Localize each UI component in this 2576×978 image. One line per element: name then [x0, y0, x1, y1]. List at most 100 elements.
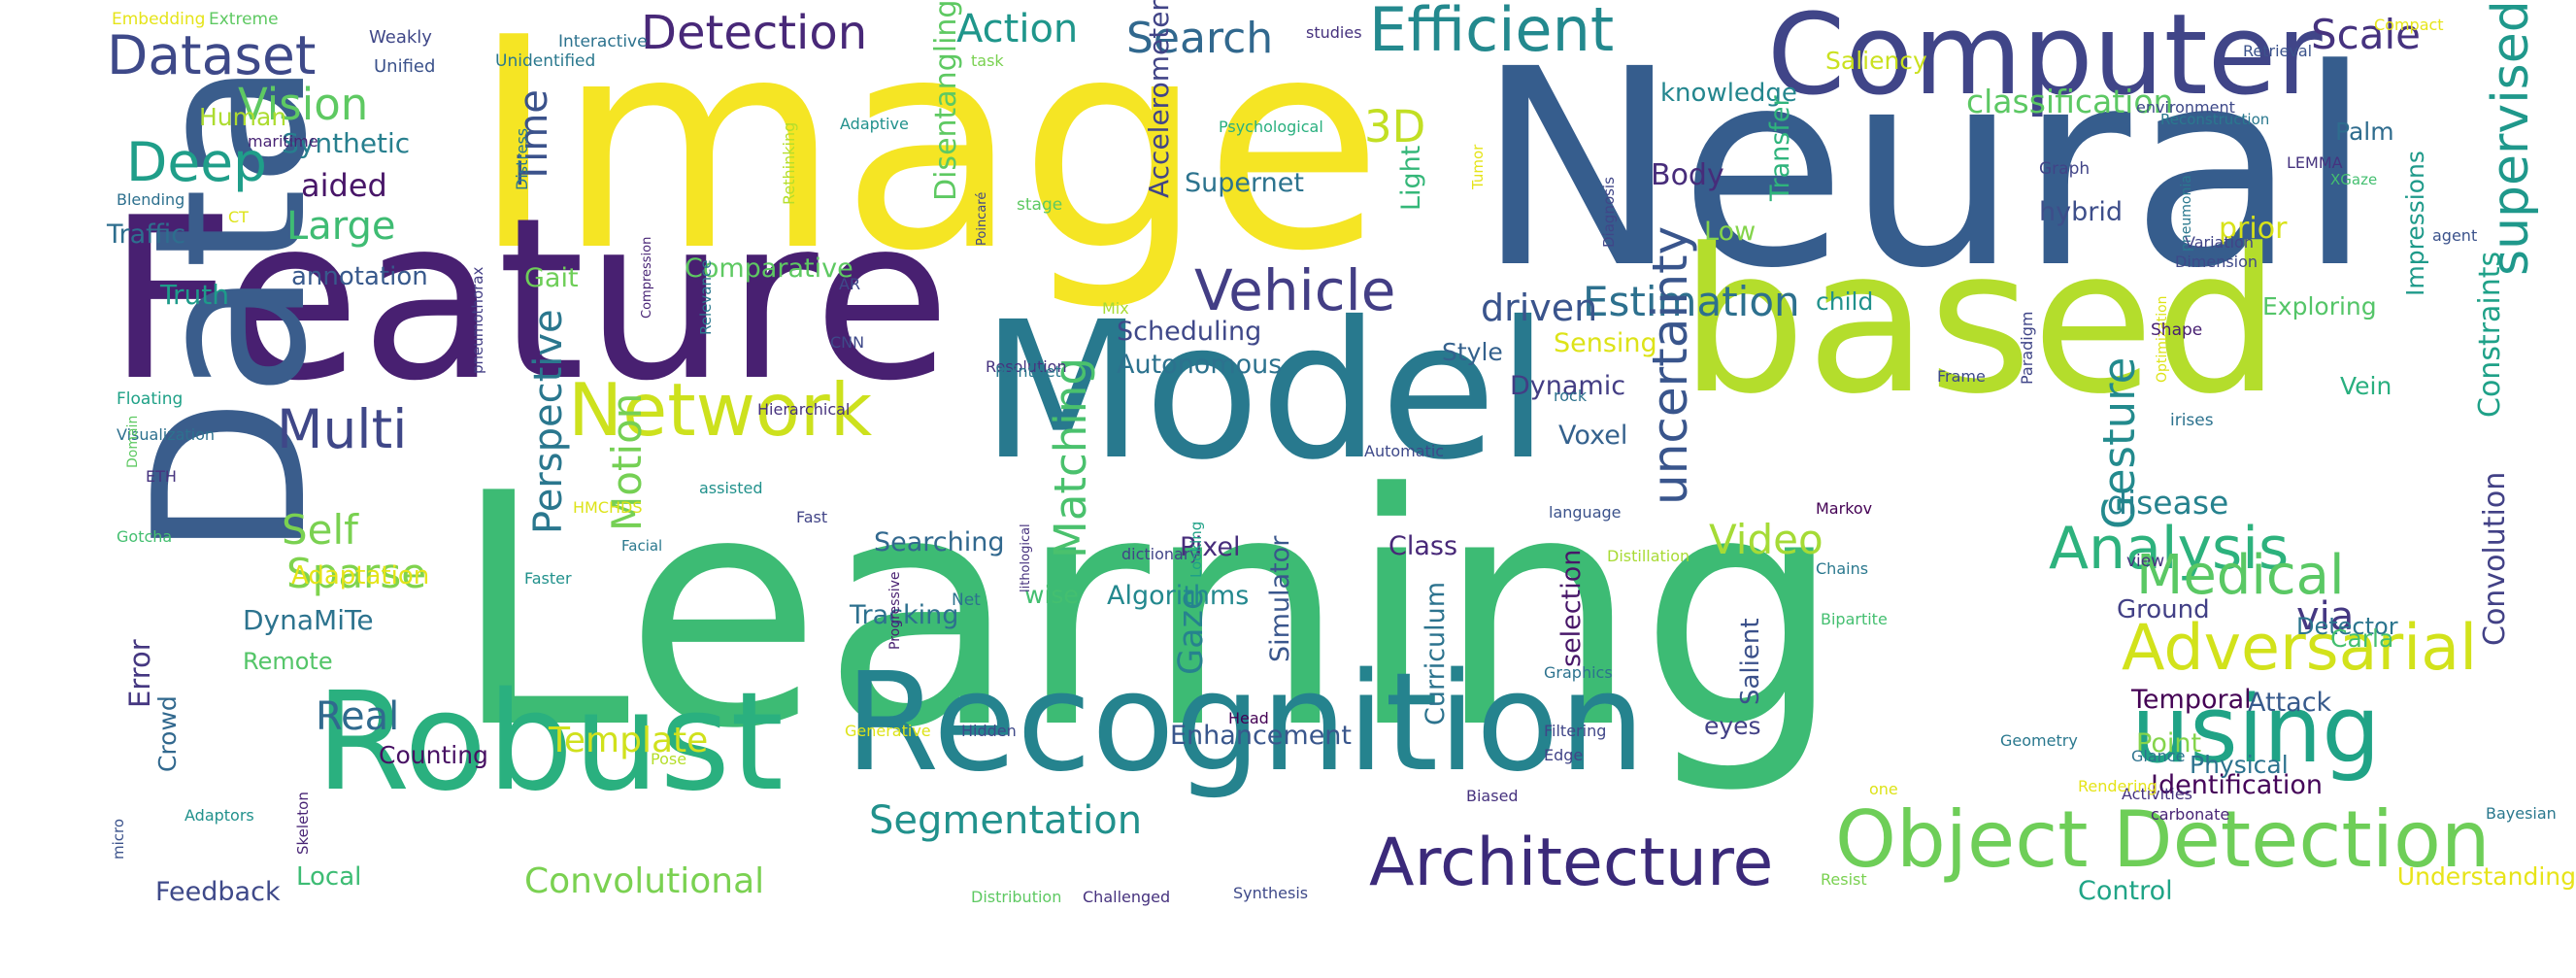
word-poincare: Poincaré: [975, 191, 989, 246]
word-paradigm: Paradigm: [2018, 311, 2036, 385]
word-image: Image: [471, 0, 1384, 315]
word-biased: Biased: [1466, 787, 1519, 805]
word-human: Human: [199, 103, 287, 131]
word-convolution: Convolution: [2478, 471, 2512, 646]
word-eyes: eyes: [1704, 712, 1761, 740]
word-activities: Activities: [2122, 785, 2192, 803]
word-wise: wise: [1024, 581, 1079, 609]
word-variation: Variation: [2185, 233, 2254, 252]
word-reconstruction: Reconstruction: [2160, 111, 2270, 128]
word-architecture: Architecture: [1369, 825, 1774, 901]
word-annotation: annotation: [291, 262, 428, 291]
word-unified: Unified: [374, 56, 436, 77]
word-algorithms: Algorithms: [1107, 581, 1250, 611]
word-sparse: Sparse: [286, 550, 427, 597]
word-rendering: Rendering: [2078, 777, 2158, 795]
word-graph: Graph: [2039, 159, 2091, 179]
word-curriculum: Curriculum: [1421, 581, 1451, 725]
word-constraints: Constraints: [2473, 251, 2507, 418]
word-feature: Feature: [107, 171, 952, 430]
word-tracking: Tracking: [850, 600, 959, 630]
word-resolution: Resolution: [986, 357, 1067, 376]
word-psychological: Psychological: [1219, 118, 1323, 136]
word-compact: Compact: [2374, 16, 2444, 34]
word-supervised: supervised: [2482, 0, 2540, 276]
word-embedding: Embedding: [112, 10, 206, 29]
word-language: language: [1549, 503, 1622, 522]
word-transfer: Transfer: [1765, 95, 1795, 201]
word-vision: Vision: [238, 79, 369, 130]
word-ground: Ground: [2117, 595, 2210, 624]
word-visualization: Visualization: [117, 425, 216, 444]
word-point: Point: [2136, 728, 2202, 759]
word-remote: Remote: [243, 648, 333, 675]
word-gotcha: Gotcha: [117, 527, 173, 546]
word-knowledge: knowledge: [1660, 79, 1797, 108]
word-retrieval: Retrieval: [2243, 42, 2313, 60]
word-interactive: Interactive: [558, 32, 648, 51]
word-supernet: Supernet: [1185, 168, 1304, 198]
word-low: Low: [1704, 217, 1756, 247]
word-facial: Facial: [621, 537, 663, 555]
word-floating: Floating: [117, 389, 184, 409]
word-synthesis: Synthesis: [1233, 884, 1309, 902]
word-generative: Generative: [845, 722, 931, 740]
word-error: Error: [123, 639, 156, 708]
word-mix: Mix: [1102, 299, 1129, 318]
word-fast: Fast: [796, 508, 828, 526]
word-light: Light: [1396, 145, 1426, 211]
word-xgaze: XGaze: [2330, 171, 2378, 188]
word-distribution: Distribution: [971, 888, 1062, 906]
word-medical: Medical: [2136, 544, 2345, 607]
word-saliency: Saliency: [1825, 47, 1927, 75]
word-lithological: lithological: [1019, 523, 1033, 592]
word-markov: Markov: [1816, 499, 1873, 518]
word-compression: Compression: [640, 236, 654, 319]
word-traffic: Traffic: [107, 219, 186, 250]
word-search: Search: [1126, 14, 1274, 63]
word-pose: Pose: [651, 750, 687, 768]
word-prior: prior: [2219, 212, 2288, 246]
word-dimension: Dimension: [2175, 253, 2258, 271]
word-adaptive: Adaptive: [840, 115, 909, 133]
word-unidentified: Unidentified: [495, 51, 596, 71]
word-crowd: Crowd: [153, 695, 182, 772]
word-diagnosis: Diagnosis: [1600, 177, 1618, 248]
word-driven: driven: [1481, 287, 1598, 329]
word-task: task: [971, 51, 1004, 70]
word-comparative: Comparative: [685, 253, 853, 284]
word-synthetic: Synthetic: [282, 127, 411, 159]
word-gait: Gait: [524, 263, 579, 293]
word-dynamic: Dynamic: [1510, 371, 1626, 401]
word-template: Template: [549, 721, 709, 760]
word-deep: Deep: [126, 131, 267, 193]
word-via: via: [2296, 594, 2355, 639]
word-eth: ETH: [146, 467, 177, 486]
word-edge: Edge: [1544, 746, 1584, 764]
word-assisted: assisted: [699, 479, 763, 497]
word-carla: Carla: [2330, 624, 2394, 653]
word-filtering: Filtering: [1544, 722, 1607, 740]
word-looking: Looking: [1188, 521, 1205, 578]
word-maritime: maritime: [248, 132, 318, 151]
word-domain: Domain: [125, 415, 141, 468]
word-automatic: Automatic: [1364, 442, 1445, 460]
word-3d: 3D: [1364, 101, 1426, 152]
word-faster: Faster: [524, 569, 572, 588]
word-frame: Frame: [1937, 367, 1986, 386]
word-large: Large: [286, 204, 396, 249]
word-based: based: [1680, 207, 2281, 438]
word-enhancement: Enhancement: [1170, 721, 1353, 751]
word-palm: Palm: [2335, 118, 2394, 146]
word-child: child: [1816, 287, 1874, 316]
word-counting: Counting: [379, 741, 488, 769]
word-scheduling: Scheduling: [1117, 317, 1262, 347]
word-blending: Blending: [117, 190, 185, 209]
word-exploring: Exploring: [2262, 292, 2377, 320]
word-micro: micro: [110, 818, 127, 860]
word-hybrid: hybrid: [2039, 197, 2123, 227]
word-salient: Salient: [1736, 618, 1765, 705]
word-uncertainty: uncertainty: [1642, 225, 1698, 505]
word-model: Model: [981, 281, 1550, 501]
